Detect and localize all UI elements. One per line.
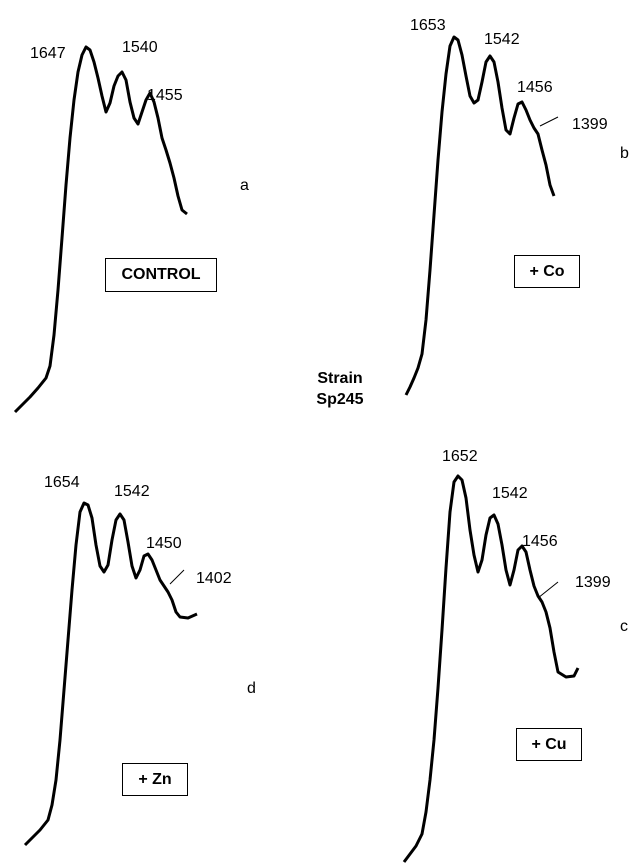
strain-label: Strain Sp245 <box>300 368 380 410</box>
condition-box-control: CONTROL <box>105 258 217 292</box>
peak-label: 1652 <box>442 448 478 465</box>
peak-label: 1542 <box>484 31 520 48</box>
peak-tick-cu <box>537 581 559 599</box>
condition-label: + Cu <box>531 735 567 753</box>
panel-letter: b <box>620 145 629 162</box>
peak-label: 1399 <box>575 574 611 591</box>
panel-letter: d <box>247 680 256 697</box>
peak-label: 1450 <box>146 535 182 552</box>
spectrum-curve-co <box>404 35 556 396</box>
peak-label: 1399 <box>572 116 608 133</box>
strain-line-2: Sp245 <box>316 391 364 408</box>
condition-box-cu: + Cu <box>516 728 582 761</box>
strain-line-1: Strain <box>317 370 363 387</box>
spectrum-curve-cu <box>402 474 580 863</box>
peak-label: 1540 <box>122 39 158 56</box>
peak-label: 1647 <box>30 45 66 62</box>
panel-control: 1647 1540 1455 a <box>13 39 249 414</box>
peak-label: 1542 <box>492 485 528 502</box>
panel-zn: 1654 1542 1450 1402 d <box>23 474 256 847</box>
spectrum-curve-zn <box>23 501 198 847</box>
condition-label: + Co <box>529 262 565 280</box>
condition-label: + Zn <box>138 770 172 788</box>
panel-co: 1653 1542 1456 1399 b <box>404 17 629 396</box>
panel-letter: a <box>240 177 249 194</box>
peak-tick-co <box>539 116 559 127</box>
condition-box-zn: + Zn <box>122 763 188 796</box>
peak-label: 1455 <box>147 87 183 104</box>
condition-box-co: + Co <box>514 255 580 288</box>
peak-label: 1456 <box>522 533 558 550</box>
peak-label: 1653 <box>410 17 446 34</box>
peak-tick-zn <box>169 569 185 585</box>
peak-label: 1456 <box>517 79 553 96</box>
panel-cu: 1652 1542 1456 1399 c <box>402 448 628 863</box>
peak-label: 1402 <box>196 570 232 587</box>
panel-letter: c <box>620 618 628 635</box>
peak-label: 1654 <box>44 474 80 491</box>
condition-label: CONTROL <box>121 266 201 283</box>
peak-label: 1542 <box>114 483 150 500</box>
spectrum-curve-control <box>13 45 188 414</box>
